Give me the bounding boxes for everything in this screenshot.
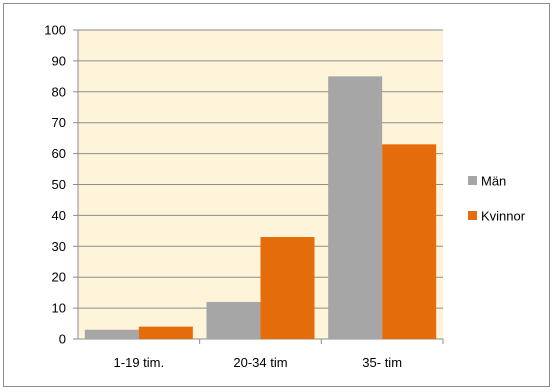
- legend-swatch: [468, 176, 477, 185]
- y-tick-label: 40: [52, 208, 66, 223]
- x-tick-label: 20-34 tim: [233, 355, 287, 370]
- x-tick-label: 1-19 tim.: [114, 355, 165, 370]
- y-tick-label: 20: [52, 270, 66, 285]
- y-tick-label: 30: [52, 239, 66, 254]
- y-tick-label: 60: [52, 146, 66, 161]
- y-tick-label: 90: [52, 53, 66, 68]
- legend-swatch: [468, 211, 477, 220]
- y-tick-label: 80: [52, 84, 66, 99]
- x-tick-label: 35- tim: [362, 355, 402, 370]
- bar-m-n-2: [206, 301, 261, 339]
- y-tick-label: 100: [44, 23, 66, 38]
- legend-label: Män: [481, 174, 506, 189]
- y-tick-label: 50: [52, 177, 66, 192]
- bar-kvinnor-1: [138, 326, 193, 339]
- y-tick-label: 70: [52, 115, 66, 130]
- bar-kvinnor-3: [382, 144, 437, 339]
- legend-label: Kvinnor: [481, 209, 526, 224]
- bar-m-n-3: [328, 76, 383, 339]
- bar-kvinnor-2: [260, 237, 315, 339]
- y-tick-label: 10: [52, 301, 66, 316]
- y-tick-label: 0: [59, 332, 66, 347]
- bar-m-n-1: [84, 329, 139, 339]
